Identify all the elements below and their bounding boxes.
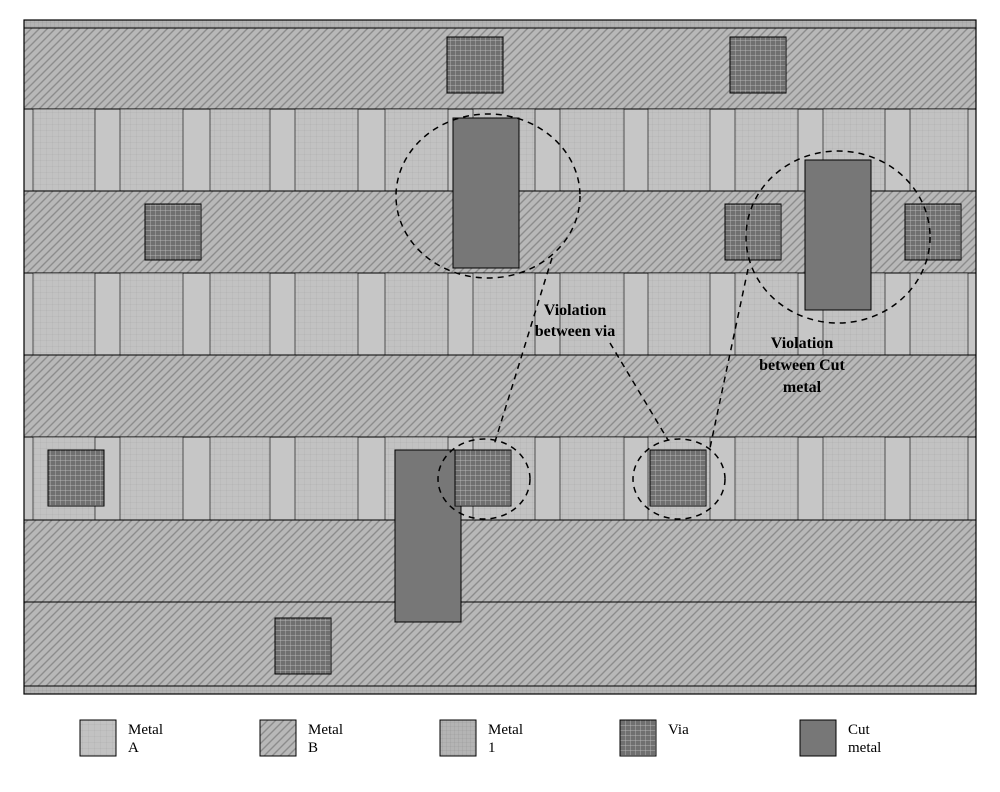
- legend-swatch-cut-metal: [800, 720, 836, 756]
- via: [650, 450, 706, 506]
- metal-a-block: [560, 109, 624, 191]
- legend-label: metal: [848, 740, 881, 756]
- diagram-svg: Violation between via Violation between Cut…: [10, 10, 990, 782]
- cut-metal: [395, 450, 461, 622]
- legend-label: A: [128, 740, 139, 756]
- layout-diagram: Violation between via Violation between Cut…: [10, 10, 990, 782]
- metal-a-block: [648, 109, 710, 191]
- metal-a-block: [910, 437, 968, 520]
- annotation-label: between Cut: [759, 357, 845, 374]
- metal-a-block: [210, 273, 270, 355]
- metal-a-block: [210, 109, 270, 191]
- cut-metal: [453, 118, 519, 268]
- via: [145, 204, 201, 260]
- legend-label: Metal: [308, 722, 343, 738]
- metal-a-block: [120, 437, 183, 520]
- legend-swatch-metal-a: [80, 720, 116, 756]
- metal-b-band: [24, 520, 976, 602]
- metal-a-block: [120, 273, 183, 355]
- legend-swatch-via: [620, 720, 656, 756]
- metal-a-block: [823, 437, 885, 520]
- legend-swatch-metal-b: [260, 720, 296, 756]
- metal-a-block: [735, 437, 798, 520]
- metal-a-block: [910, 109, 968, 191]
- via: [447, 37, 503, 93]
- metal-a-block: [910, 273, 968, 355]
- metal-b-band: [24, 602, 976, 686]
- annotation-label: Violation: [544, 302, 607, 319]
- annotation-label: between via: [535, 323, 615, 340]
- legend-label: B: [308, 740, 318, 756]
- legend-label: Via: [668, 722, 689, 738]
- metal-a-block: [120, 109, 183, 191]
- via: [48, 450, 104, 506]
- via: [725, 204, 781, 260]
- legend-label: Metal: [488, 722, 523, 738]
- metal-a-block: [560, 437, 624, 520]
- metal-a-block: [33, 109, 95, 191]
- legend-label: Metal: [128, 722, 163, 738]
- metal-a-block: [210, 437, 270, 520]
- via: [905, 204, 961, 260]
- legend-label: 1: [488, 740, 496, 756]
- via: [730, 37, 786, 93]
- metal-a-block: [295, 437, 358, 520]
- metal-a-block: [295, 273, 358, 355]
- metal-a-block: [385, 273, 448, 355]
- via: [275, 618, 331, 674]
- metal-a-block: [33, 273, 95, 355]
- metal-a-block: [735, 109, 798, 191]
- metal-a-block: [295, 109, 358, 191]
- legend-label: Cut: [848, 722, 871, 738]
- annotation-label: metal: [783, 379, 822, 396]
- legend-swatch-metal-1: [440, 720, 476, 756]
- via: [455, 450, 511, 506]
- metal-a-block: [385, 109, 448, 191]
- cut-metal: [805, 160, 871, 310]
- annotation-label: Violation: [771, 335, 834, 352]
- metal-a-block: [648, 273, 710, 355]
